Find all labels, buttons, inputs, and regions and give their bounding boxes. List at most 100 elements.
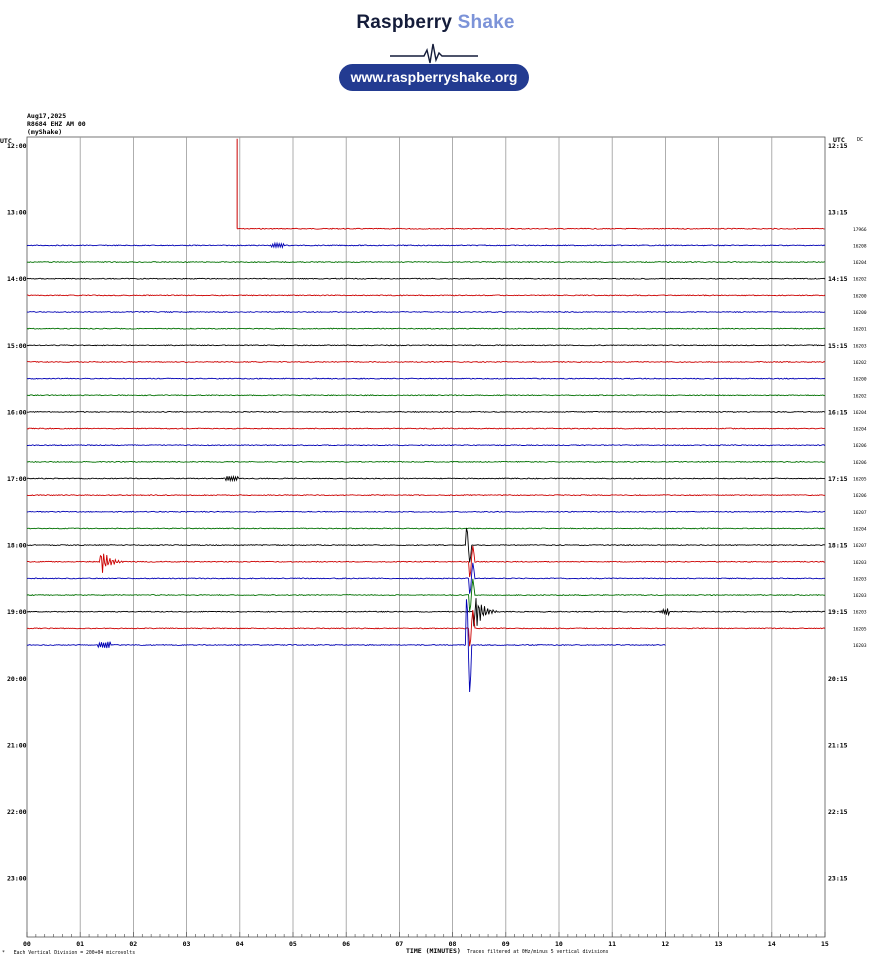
dc-value-label: 16206 bbox=[853, 493, 867, 499]
seismic-trace bbox=[26, 427, 826, 430]
left-hour-label: 18:00 bbox=[7, 542, 27, 550]
left-hour-label: 13:00 bbox=[7, 209, 27, 217]
header-station: R8684 EHZ AM 00 bbox=[27, 120, 86, 128]
x-tick-label: 07 bbox=[395, 940, 403, 948]
dc-column-title: DC bbox=[857, 137, 863, 143]
seismic-trace bbox=[26, 261, 826, 264]
seismic-trace bbox=[26, 494, 826, 497]
left-hour-label: 21:00 bbox=[7, 741, 27, 749]
x-axis-note: Traces filtered at 0Hz/minus 5 vertical … bbox=[467, 949, 609, 955]
x-axis-label: TIME (MINUTES) bbox=[406, 947, 461, 955]
dc-value-label: 16205 bbox=[853, 626, 867, 632]
seismograph-logo-icon bbox=[390, 43, 478, 64]
x-tick-label: 11 bbox=[608, 940, 616, 948]
right-hour-label: 14:15 bbox=[828, 275, 848, 283]
left-hour-label: 23:00 bbox=[7, 875, 27, 883]
dc-value-label: 16200 bbox=[853, 377, 867, 383]
dc-value-label: 16207 bbox=[853, 543, 867, 549]
x-tick-label: 08 bbox=[449, 940, 457, 948]
right-hour-label: 22:15 bbox=[828, 808, 848, 816]
right-hour-label: 13:15 bbox=[828, 209, 848, 217]
scale-note-marker: * bbox=[2, 950, 5, 956]
dc-value-label: 16201 bbox=[853, 327, 867, 333]
dc-value-label: 16207 bbox=[853, 510, 867, 516]
x-tick-label: 03 bbox=[183, 940, 191, 948]
x-tick-label: 14 bbox=[768, 940, 776, 948]
x-tick-label: 10 bbox=[555, 940, 563, 948]
x-tick-label: 13 bbox=[715, 940, 723, 948]
seismic-trace bbox=[26, 327, 826, 330]
header-source: (myShake) bbox=[27, 128, 62, 136]
x-tick-label: 05 bbox=[289, 940, 297, 948]
left-axis-title: UTC bbox=[0, 137, 12, 145]
seismic-trace bbox=[26, 545, 826, 578]
dc-value-label: 16204 bbox=[853, 526, 867, 532]
dc-value-label: 16204 bbox=[853, 260, 867, 266]
plot-frame bbox=[26, 136, 826, 938]
right-hour-label: 18:15 bbox=[828, 542, 848, 550]
x-tick-label: 12 bbox=[661, 940, 669, 948]
seismic-trace bbox=[26, 394, 826, 397]
right-hour-label: 15:15 bbox=[828, 342, 848, 350]
dc-value-label: 16203 bbox=[853, 610, 867, 616]
dc-value-label: 16200 bbox=[853, 293, 867, 299]
left-hour-label: 22:00 bbox=[7, 808, 27, 816]
logo-header: Raspberry Shake www.raspberryshake.org bbox=[0, 10, 871, 95]
website-link[interactable]: www.raspberryshake.org bbox=[339, 64, 529, 91]
left-hour-label: 20:00 bbox=[7, 675, 27, 683]
dc-value-label: 16203 bbox=[853, 643, 867, 649]
dc-value-label: 17966 bbox=[853, 227, 867, 233]
brand-name: Raspberry Shake bbox=[0, 12, 871, 34]
right-hour-label: 12:15 bbox=[828, 142, 848, 150]
right-axis-title: UTC bbox=[833, 136, 845, 144]
scale-note: * Each Vertical Division = 200+04 microv… bbox=[2, 950, 135, 956]
scale-note-text: Each Vertical Division = 200+04 microvol… bbox=[14, 950, 135, 956]
seismic-trace bbox=[26, 599, 666, 693]
seismic-trace bbox=[26, 460, 826, 463]
brand-name-part2: Shake bbox=[457, 12, 515, 33]
dc-value-label: 16206 bbox=[853, 443, 867, 449]
right-hour-label: 17:15 bbox=[828, 475, 848, 483]
seismic-trace bbox=[26, 241, 826, 250]
chart-grid bbox=[26, 136, 826, 938]
x-tick-label: 01 bbox=[76, 940, 84, 948]
seismic-trace bbox=[26, 528, 826, 563]
seismic-trace bbox=[26, 609, 826, 647]
dc-value-label: 16200 bbox=[853, 310, 867, 316]
seismic-trace bbox=[26, 562, 826, 594]
axis-labels: 00 01 02 03 04 05 06 07 08 09 10 11 12 13 14 15 12:00 13:… bbox=[7, 142, 867, 948]
dc-value-label: 16203 bbox=[853, 576, 867, 582]
dc-value-label: 16203 bbox=[853, 560, 867, 566]
seismic-trace bbox=[26, 294, 826, 297]
seismic-trace bbox=[26, 344, 826, 347]
dc-value-label: 16204 bbox=[853, 427, 867, 433]
dc-value-label: 16205 bbox=[853, 477, 867, 483]
right-hour-label: 16:15 bbox=[828, 408, 848, 416]
seismic-trace bbox=[26, 377, 826, 380]
left-hour-label: 17:00 bbox=[7, 475, 27, 483]
x-tick-label: 00 bbox=[23, 940, 31, 948]
seismic-trace bbox=[27, 444, 826, 447]
trace-group bbox=[26, 138, 826, 693]
seismic-trace bbox=[26, 277, 826, 280]
left-hour-label: 15:00 bbox=[7, 342, 27, 350]
x-tick-label: 06 bbox=[342, 940, 350, 948]
dc-value-label: 16203 bbox=[853, 593, 867, 599]
seismic-trace bbox=[26, 474, 826, 483]
dc-value-label: 16202 bbox=[853, 277, 867, 283]
seismic-trace bbox=[26, 310, 826, 313]
left-hour-label: 16:00 bbox=[7, 408, 27, 416]
left-hour-label: 12:00 bbox=[7, 142, 27, 150]
seismic-trace bbox=[26, 410, 826, 413]
left-hour-label: 14:00 bbox=[7, 275, 27, 283]
seismic-trace bbox=[26, 578, 826, 612]
seismic-trace bbox=[26, 510, 826, 513]
dc-value-label: 16208 bbox=[853, 243, 867, 249]
right-hour-label: 19:15 bbox=[828, 608, 848, 616]
seismic-trace bbox=[26, 598, 826, 627]
right-hour-label: 21:15 bbox=[828, 741, 848, 749]
dc-value-label: 16202 bbox=[853, 360, 867, 366]
x-tick-label: 02 bbox=[129, 940, 137, 948]
seismic-trace bbox=[26, 527, 826, 530]
